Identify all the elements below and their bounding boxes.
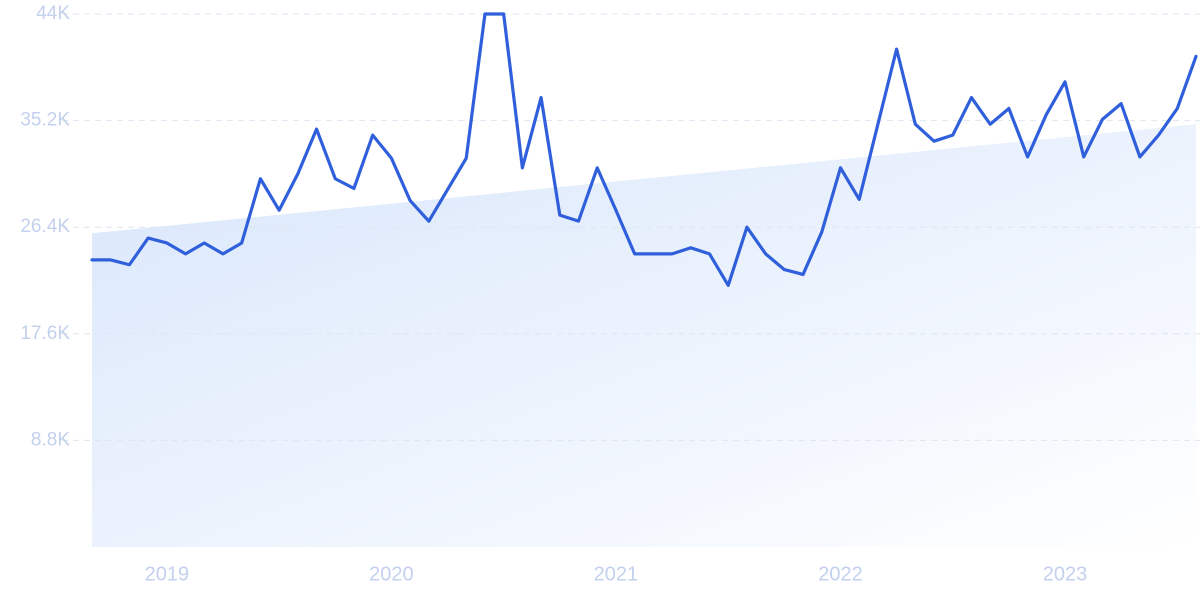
x-tick-label: 2023 bbox=[1043, 563, 1088, 585]
x-tick-label: 2021 bbox=[594, 563, 639, 585]
y-tick-label: 35.2K bbox=[20, 110, 70, 131]
data-line bbox=[90, 12, 1198, 287]
y-tick-label: 17.6K bbox=[20, 323, 70, 344]
x-tick-label: 2020 bbox=[369, 563, 414, 585]
trend-area bbox=[92, 124, 1196, 547]
y-tick-label: 8.8K bbox=[31, 429, 70, 450]
y-tick-label: 44K bbox=[36, 3, 70, 24]
x-tick-label: 2022 bbox=[818, 563, 863, 585]
x-tick-label: 2019 bbox=[145, 563, 190, 585]
y-tick-label: 26.4K bbox=[20, 216, 70, 237]
